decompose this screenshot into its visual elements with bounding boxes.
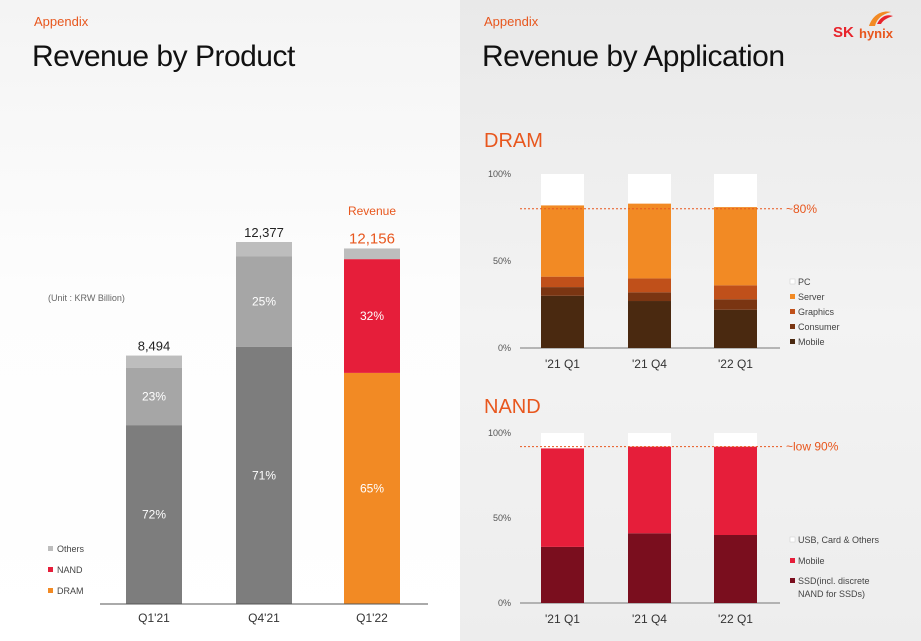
nand-bar-0-2 [714,535,757,603]
dram-y-tick-50: 50% [493,256,511,266]
total-label-2: 12,156 [349,230,395,247]
dram-bar-2-2 [714,285,757,300]
nand-legend-label-0: USB, Card & Others [798,535,880,545]
dram-bar-0-0 [541,295,584,348]
bar-dram-1 [236,346,292,604]
legend-swatch-dram [48,588,53,593]
appendix-label-left: Appendix [34,14,89,29]
nand-y-tick-100: 100% [488,428,511,438]
bar-others-1 [236,242,292,257]
nand-legend-swatch-1 [790,558,795,563]
bar-others-0 [126,355,182,368]
nand-x-tick-1: '21 Q4 [632,612,667,626]
bar-nand-0 [126,367,182,426]
nand-bar-2-0 [541,433,584,449]
dram-reference-label: ~80% [786,202,817,216]
dram-bar-2-1 [628,278,671,293]
dram-y-tick-100: 100% [488,169,511,179]
nand-bar-1-0 [541,448,584,547]
dram-legend-label-4: Mobile [798,337,825,347]
dram-bar-4-0 [541,174,584,206]
bar-label-nand-1: 25% [252,295,276,309]
x-tick-1: Q4'21 [248,611,280,625]
legend-label-others: Others [57,544,85,554]
legend-label-nand: NAND [57,565,83,575]
nand-bar-1-2 [714,446,757,535]
right-panel: Appendix Revenue by Application DRAM NAN… [460,0,921,641]
nand-reference-label: ~low 90% [786,440,839,454]
bar-nand-2 [344,259,400,373]
dram-bar-3-2 [714,207,757,286]
dram-bar-2-0 [541,276,584,288]
dram-legend-swatch-1 [790,294,795,299]
legend-swatch-nand [48,567,53,572]
dram-x-tick-0: '21 Q1 [545,357,580,371]
dram-x-tick-2: '22 Q1 [718,357,753,371]
bar-label-dram-1: 71% [252,468,276,482]
logo-swoosh-icon [869,11,893,26]
dram-legend-swatch-3 [790,324,795,329]
dram-legend-swatch-4 [790,339,795,344]
nand-bar-0-0 [541,546,584,603]
nand-y-tick-50: 50% [493,513,511,523]
x-tick-0: Q1'21 [138,611,170,625]
dram-x-tick-1: '21 Q4 [632,357,667,371]
nand-legend-label-3: NAND for SSDs) [798,589,865,599]
dram-bar-1-0 [541,287,584,296]
dram-legend-label-0: PC [798,277,811,287]
nand-x-tick-2: '22 Q1 [718,612,753,626]
nand-bar-0-1 [628,533,671,603]
dram-bar-0-2 [714,309,757,348]
bar-dram-2 [344,372,400,604]
nand-section-title: NAND [484,396,541,418]
dram-bar-3-1 [628,203,671,279]
dram-y-tick-0: 0% [498,343,511,353]
bar-others-2 [344,248,400,260]
legend-swatch-others [48,546,53,551]
dram-bar-4-1 [628,174,671,204]
x-tick-2: Q1'22 [356,611,388,625]
dram-legend-label-1: Server [798,292,825,302]
dram-section-title: DRAM [484,130,543,152]
nand-legend-swatch-2 [790,578,795,583]
nand-legend-label-1: Mobile [798,556,825,566]
appendix-label-right: Appendix [484,14,539,29]
dram-bar-1-2 [714,299,757,310]
dram-bar-4-2 [714,174,757,208]
nand-x-tick-0: '21 Q1 [545,612,580,626]
nand-legend-label-2: SSD(incl. discrete [798,576,870,586]
bar-dram-0 [126,425,182,604]
bar-label-nand-2: 32% [360,309,384,323]
dram-legend-swatch-0 [789,278,796,285]
unit-label: (Unit : KRW Billion) [48,293,125,303]
revenue-label: Revenue [348,204,396,218]
dram-legend-swatch-2 [790,309,795,314]
logo-sk-text: SK [833,24,854,41]
nand-bar-1-1 [628,446,671,534]
page-title-right: Revenue by Application [482,40,785,73]
total-label-0: 8,494 [138,339,171,354]
nand-legend-swatch-0 [789,536,796,543]
logo-hynix-text: hynix [859,26,893,41]
bar-label-dram-0: 72% [142,508,166,522]
dram-legend-label-3: Consumer [798,322,840,332]
nand-bar-2-1 [628,433,671,447]
page-title-left: Revenue by Product [32,40,295,73]
bar-label-dram-2: 65% [360,481,384,495]
legend-label-dram: DRAM [57,586,84,596]
bar-label-nand-0: 23% [142,390,166,404]
nand-y-tick-0: 0% [498,598,511,608]
total-label-1: 12,377 [244,225,284,240]
dram-bar-3-0 [541,205,584,277]
bar-nand-1 [236,256,292,347]
sk-hynix-logo: SK hynix [833,10,913,44]
dram-legend-label-2: Graphics [798,307,835,317]
dram-bar-1-1 [628,292,671,302]
dram-bar-0-1 [628,301,671,348]
nand-bar-2-2 [714,433,757,447]
